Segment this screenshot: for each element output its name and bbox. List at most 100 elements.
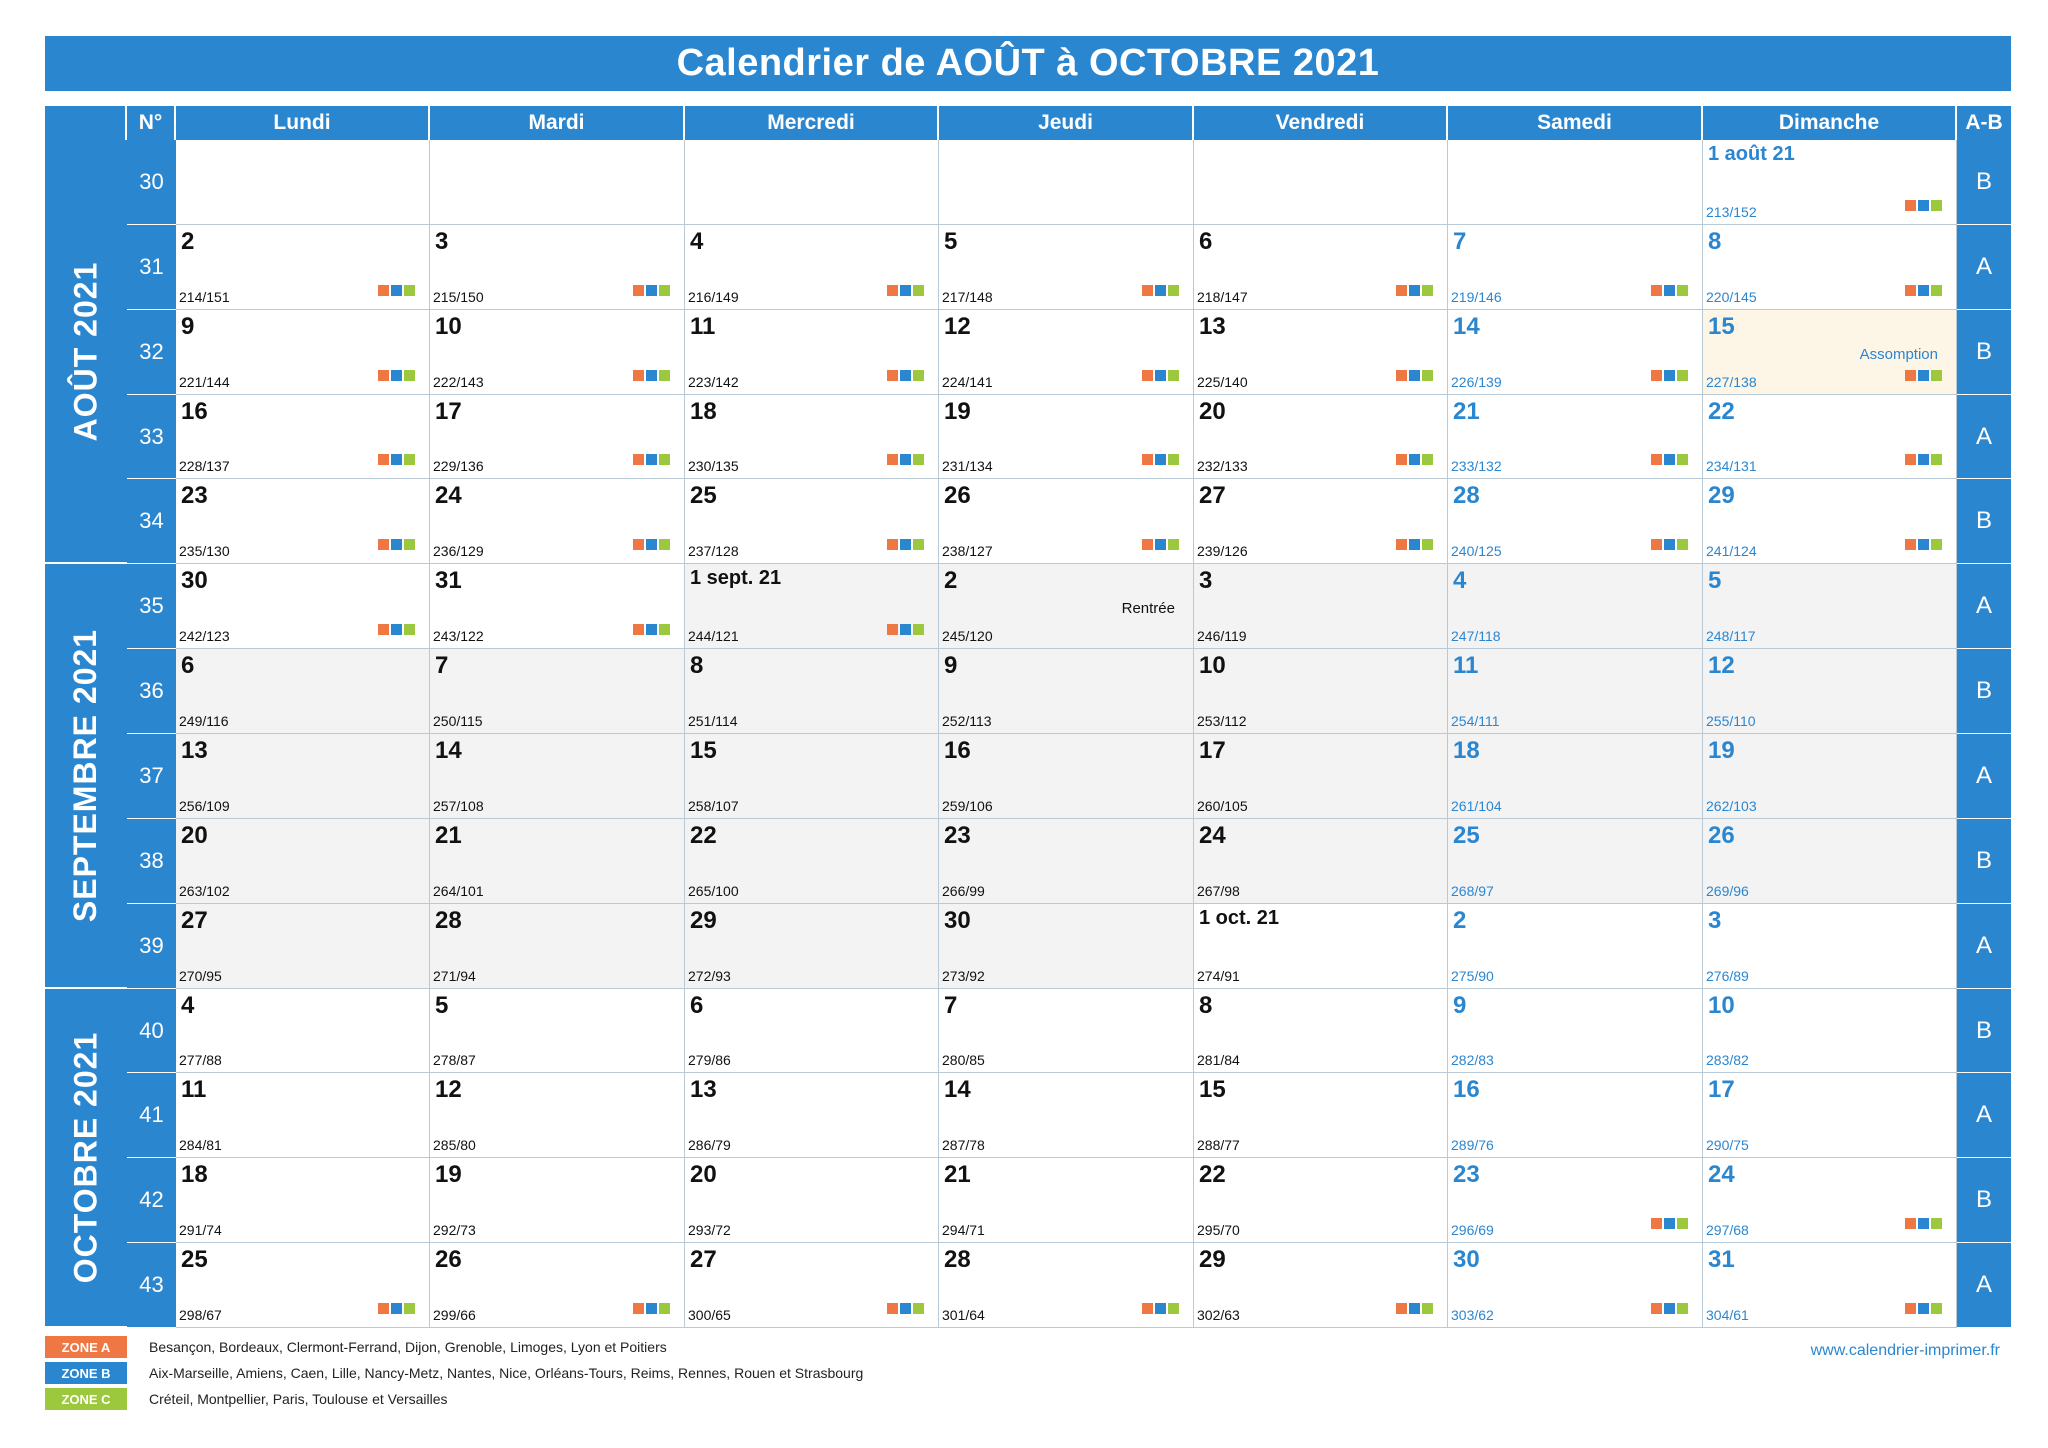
- day-cell[interactable]: 16 259/106: [939, 734, 1194, 819]
- day-cell[interactable]: 2 214/151: [176, 224, 430, 310]
- day-cell[interactable]: 27 270/95: [176, 903, 430, 989]
- day-cell[interactable]: 18 230/135: [685, 394, 939, 480]
- day-cell[interactable]: 14 257/108: [430, 734, 685, 819]
- day-cell[interactable]: 25 268/97: [1448, 818, 1703, 904]
- day-cell[interactable]: 24 297/68: [1703, 1158, 1957, 1244]
- day-cell[interactable]: 9 221/144: [176, 309, 430, 395]
- day-cell[interactable]: 2 275/90: [1448, 903, 1703, 989]
- day-cell[interactable]: 5 278/87: [430, 988, 685, 1074]
- day-cell[interactable]: 26 238/127: [939, 479, 1194, 565]
- day-cell[interactable]: 15 288/77: [1194, 1073, 1448, 1159]
- day-cell[interactable]: 5 248/117: [1703, 564, 1957, 650]
- day-cell[interactable]: 11 254/111: [1448, 649, 1703, 735]
- day-cell[interactable]: 8 281/84: [1194, 988, 1448, 1074]
- day-cell[interactable]: 1 oct. 21 274/91: [1194, 903, 1448, 989]
- day-cell[interactable]: 22 265/100: [685, 818, 939, 904]
- day-cell[interactable]: 19 292/73: [430, 1158, 685, 1244]
- day-cell[interactable]: 8 220/145: [1703, 224, 1957, 310]
- day-cell[interactable]: 15 258/107: [685, 734, 939, 819]
- day-cell[interactable]: 2 245/120 Rentrée: [939, 564, 1194, 650]
- day-cell[interactable]: 29 272/93: [685, 903, 939, 989]
- day-cell[interactable]: 3 215/150: [430, 224, 685, 310]
- day-cell[interactable]: 17 229/136: [430, 394, 685, 480]
- day-cell[interactable]: 20 263/102: [176, 818, 430, 904]
- day-cell[interactable]: 3 276/89: [1703, 903, 1957, 989]
- day-cell[interactable]: 9 282/83: [1448, 988, 1703, 1074]
- day-cell[interactable]: 15 227/138 Assomption: [1703, 309, 1957, 395]
- day-cell[interactable]: 31 304/61: [1703, 1243, 1957, 1329]
- day-cell[interactable]: 13 225/140: [1194, 309, 1448, 395]
- zone-b-marker: [1664, 284, 1675, 296]
- day-cell[interactable]: 26 299/66: [430, 1243, 685, 1329]
- day-cell[interactable]: 27 239/126: [1194, 479, 1448, 565]
- day-cell[interactable]: 13 256/109: [176, 734, 430, 819]
- day-of-year-count: 282/83: [1451, 1052, 1494, 1069]
- day-cell[interactable]: 10 253/112: [1194, 649, 1448, 735]
- day-cell[interactable]: 17 260/105: [1194, 734, 1448, 819]
- day-cell[interactable]: 21 294/71: [939, 1158, 1194, 1244]
- day-cell[interactable]: 17 290/75: [1703, 1073, 1957, 1159]
- day-cell[interactable]: 30 303/62: [1448, 1243, 1703, 1329]
- day-cell[interactable]: 7 219/146: [1448, 224, 1703, 310]
- day-cell[interactable]: 10 222/143: [430, 309, 685, 395]
- day-of-year-count: 237/128: [688, 543, 739, 560]
- day-cell[interactable]: 8 251/114: [685, 649, 939, 735]
- day-cell[interactable]: 20 232/133: [1194, 394, 1448, 480]
- day-cell[interactable]: 4 247/118: [1448, 564, 1703, 650]
- day-cell[interactable]: 12 224/141: [939, 309, 1194, 395]
- day-cell[interactable]: 12 285/80: [430, 1073, 685, 1159]
- day-cell[interactable]: 10 283/82: [1703, 988, 1957, 1074]
- day-cell[interactable]: 4 277/88: [176, 988, 430, 1074]
- website-link[interactable]: www.calendrier-imprimer.fr: [1810, 1342, 2000, 1359]
- day-cell[interactable]: 24 236/129: [430, 479, 685, 565]
- day-number: 17: [435, 397, 462, 425]
- day-cell[interactable]: 28 301/64: [939, 1243, 1194, 1329]
- day-cell[interactable]: 9 252/113: [939, 649, 1194, 735]
- day-cell[interactable]: 1 août 21 213/152: [1703, 140, 1957, 225]
- day-cell[interactable]: 7 280/85: [939, 988, 1194, 1074]
- day-cell[interactable]: 6 249/116: [176, 649, 430, 735]
- day-cell[interactable]: 22 295/70: [1194, 1158, 1448, 1244]
- day-cell[interactable]: 22 234/131: [1703, 394, 1957, 480]
- day-cell[interactable]: 25 298/67: [176, 1243, 430, 1329]
- day-cell[interactable]: 21 233/132: [1448, 394, 1703, 480]
- day-cell[interactable]: 23 266/99: [939, 818, 1194, 904]
- day-cell[interactable]: 23 296/69: [1448, 1158, 1703, 1244]
- day-cell[interactable]: 30 273/92: [939, 903, 1194, 989]
- day-cell[interactable]: 25 237/128: [685, 479, 939, 565]
- day-cell[interactable]: 16 289/76: [1448, 1073, 1703, 1159]
- day-cell[interactable]: 5 217/148: [939, 224, 1194, 310]
- day-cell[interactable]: 30 242/123: [176, 564, 430, 650]
- day-cell[interactable]: 28 271/94: [430, 903, 685, 989]
- day-cell[interactable]: 13 286/79: [685, 1073, 939, 1159]
- day-cell[interactable]: 19 231/134: [939, 394, 1194, 480]
- day-cell[interactable]: 14 226/139: [1448, 309, 1703, 395]
- day-cell[interactable]: 27 300/65: [685, 1243, 939, 1329]
- day-cell[interactable]: 6 218/147: [1194, 224, 1448, 310]
- day-cell[interactable]: 18 261/104: [1448, 734, 1703, 819]
- day-cell[interactable]: 11 284/81: [176, 1073, 430, 1159]
- day-cell[interactable]: 20 293/72: [685, 1158, 939, 1244]
- day-cell[interactable]: 14 287/78: [939, 1073, 1194, 1159]
- zone-a-marker: [887, 624, 898, 636]
- day-cell[interactable]: 21 264/101: [430, 818, 685, 904]
- day-cell[interactable]: 29 302/63: [1194, 1243, 1448, 1329]
- day-cell[interactable]: 26 269/96: [1703, 818, 1957, 904]
- day-cell[interactable]: 7 250/115: [430, 649, 685, 735]
- day-cell[interactable]: 6 279/86: [685, 988, 939, 1074]
- day-cell[interactable]: 4 216/149: [685, 224, 939, 310]
- day-cell[interactable]: 23 235/130: [176, 479, 430, 565]
- day-cell[interactable]: 1 sept. 21 244/121: [685, 564, 939, 650]
- day-cell[interactable]: 31 243/122: [430, 564, 685, 650]
- day-cell[interactable]: 19 262/103: [1703, 734, 1957, 819]
- day-cell[interactable]: 24 267/98: [1194, 818, 1448, 904]
- day-number: 2: [181, 227, 195, 255]
- day-cell[interactable]: 29 241/124: [1703, 479, 1957, 565]
- day-cell[interactable]: 18 291/74: [176, 1158, 430, 1244]
- day-number: 17: [1199, 737, 1226, 765]
- day-cell[interactable]: 12 255/110: [1703, 649, 1957, 735]
- day-cell[interactable]: 16 228/137: [176, 394, 430, 480]
- day-cell[interactable]: 28 240/125: [1448, 479, 1703, 565]
- day-cell[interactable]: 3 246/119: [1194, 564, 1448, 650]
- day-cell[interactable]: 11 223/142: [685, 309, 939, 395]
